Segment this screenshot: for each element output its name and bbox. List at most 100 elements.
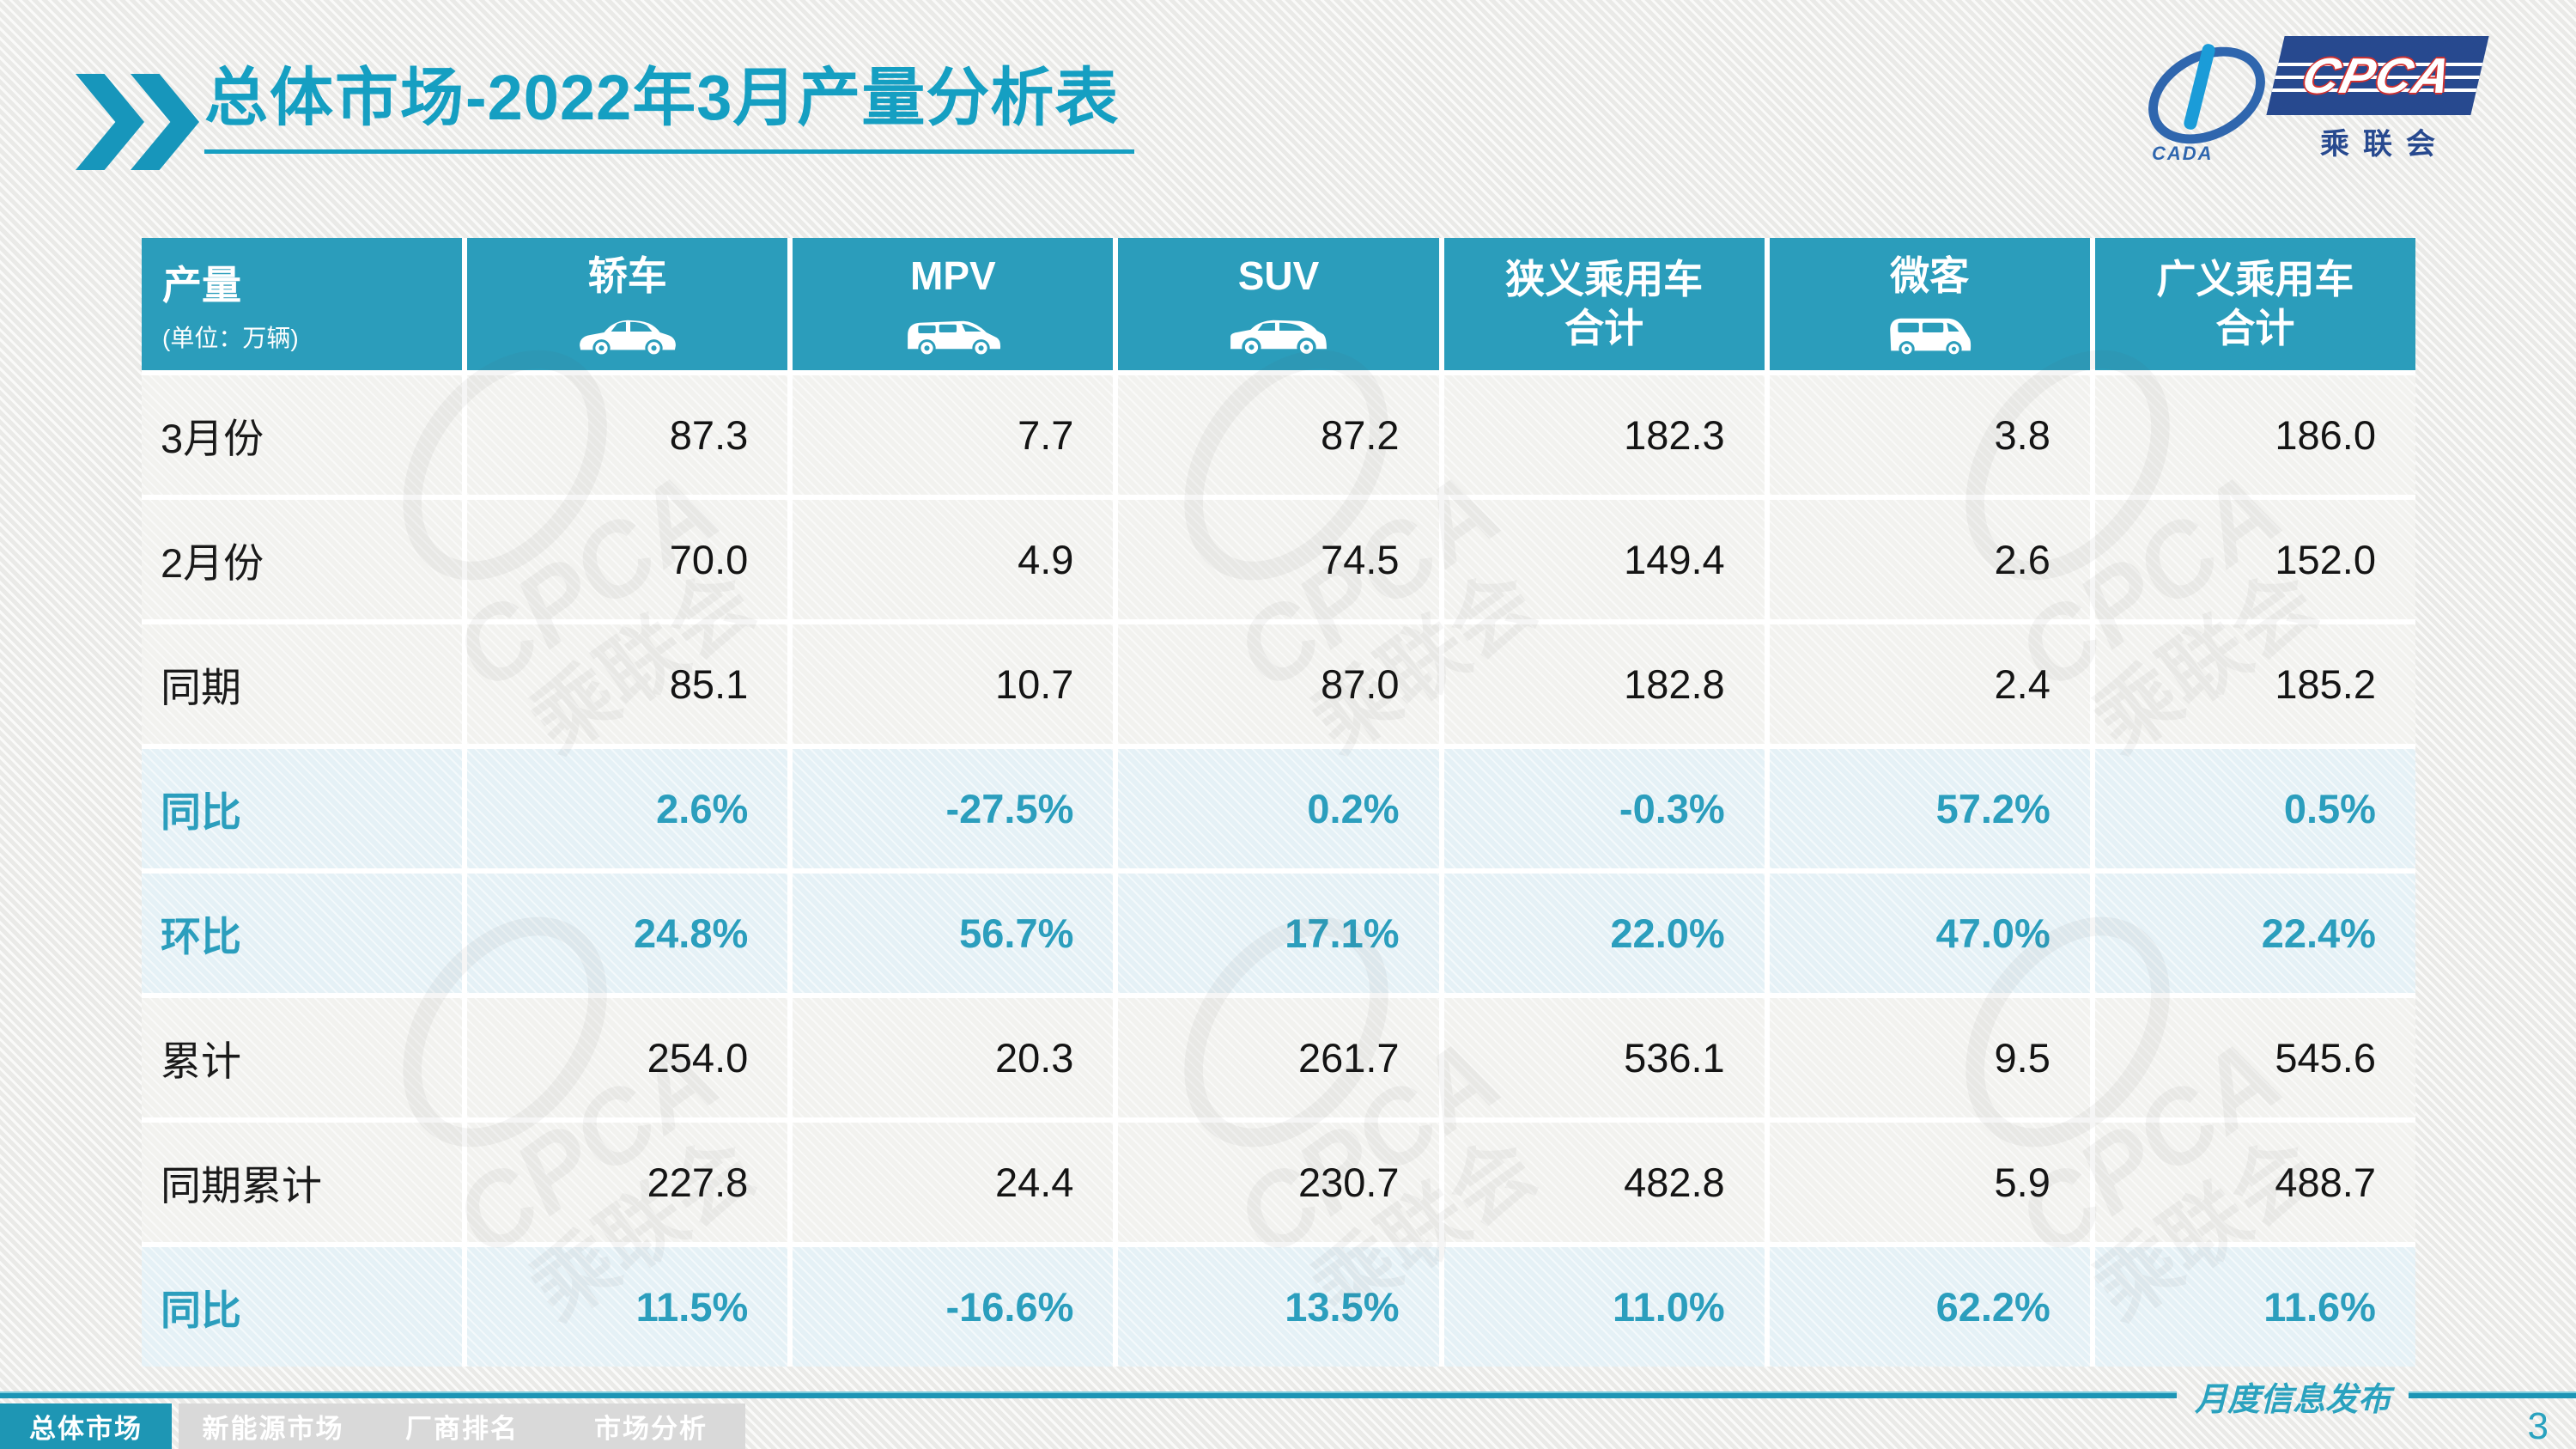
table-cell: 182.3 [1443,375,1765,495]
table-cell: 152.0 [2094,500,2415,619]
page-title-rest: -2022年3月产量分析表 [465,62,1120,133]
table-cell: 149.4 [1443,500,1765,619]
header-narrow-pv-cell: 狭义乘用车 合计 [1443,238,1765,370]
table-cell: 87.0 [1118,624,1439,744]
table-cell: 70.0 [467,500,788,619]
table-cell: 17.1% [1118,874,1439,993]
table-cell: 230.7 [1118,1123,1439,1242]
table-cell: -16.6% [793,1247,1114,1367]
page-number: 3 [2527,1405,2549,1447]
table-cell: 545.6 [2094,998,2415,1117]
row-label: 环比 [142,874,463,993]
table-cell: 62.2% [1769,1247,2090,1367]
production-label: 产量 [162,263,241,307]
table-cell: 22.0% [1443,874,1765,993]
table-cell: 0.2% [1118,749,1439,868]
table-cell: 182.8 [1443,624,1765,744]
unit-label: (单位：万辆) [162,325,299,351]
table-cell: 5.9 [1769,1123,2090,1242]
table-cell: 186.0 [2094,375,2415,495]
microvan-icon [1890,318,1971,356]
header-sedan-cell: 轿车 [467,238,788,370]
table-cell: 56.7% [793,874,1114,993]
column-label-line2: 合计 [1564,306,1644,350]
production-table: 产量 (单位：万辆) 轿车 MPV [142,238,2415,1367]
table-cell: 9.5 [1769,998,2090,1117]
header-suv-cell: SUV [1118,238,1439,370]
row-label: 同期 [142,624,463,744]
table-cell: 20.3 [793,998,1114,1117]
table-cell: 24.8% [467,874,788,993]
tab-overall-market[interactable]: 总体市场 [0,1403,172,1449]
table-cell: 482.8 [1443,1123,1765,1242]
tab-oem-ranking[interactable]: 厂商排名 [368,1403,556,1449]
header-mpv-cell: MPV [793,238,1114,370]
cpca-logo: CADA CPCA 乘联会 [2131,27,2500,174]
footer-divider-line [2409,1391,2576,1398]
row-label: 3月份 [142,375,463,495]
table-cell: 87.3 [467,375,788,495]
table-cell: 57.2% [1769,749,2090,868]
column-label: 微客 [1890,253,1970,299]
table-cell: 11.6% [2094,1247,2415,1367]
column-label: SUV [1237,253,1320,299]
row-label: 同期累计 [142,1123,463,1242]
cada-text: CADA [2152,143,2214,164]
cpca-text: CPCA [2297,47,2458,104]
cpca-logo-flag-block: CPCA 乘联会 [2266,36,2489,162]
table-cell: 7.7 [793,375,1114,495]
sedan-icon [579,320,676,356]
tab-nev-market[interactable]: 新能源市场 [179,1403,368,1449]
cpca-flag-icon: CPCA [2266,36,2489,115]
table-cell: 0.5% [2094,749,2415,868]
table-cell: 261.7 [1118,998,1439,1117]
table-cell: 74.5 [1118,500,1439,619]
suv-icon [1230,320,1327,356]
table-cell: 85.1 [467,624,788,744]
row-label: 同比 [142,749,463,868]
table-cell: 2.6 [1769,500,2090,619]
column-label-line1: 广义乘用车 [2156,256,2354,301]
column-label-line2: 合计 [2215,306,2295,350]
column-label-line1: 狭义乘用车 [1505,256,1704,301]
table-cell: 488.7 [2094,1123,2415,1242]
column-label: 狭义乘用车 合计 [1505,255,1703,354]
row-label: 2月份 [142,500,463,619]
table-cell: 22.4% [2094,874,2415,993]
table-cell: 24.4 [793,1123,1114,1242]
footer-divider-line [0,1391,2177,1398]
table-cell: 10.7 [793,624,1114,744]
table-cell: 2.6% [467,749,788,868]
column-label: 广义乘用车 合计 [2156,255,2354,354]
column-label: MPV [910,253,996,299]
table-cell: 4.9 [793,500,1114,619]
table-cell: 11.0% [1443,1247,1765,1367]
header-microvan-cell: 微客 [1769,238,2090,370]
chenglianhui-text: 乘联会 [2320,128,2449,161]
header-production-cell: 产量 (单位：万辆) [142,238,463,370]
mpv-icon [907,320,1000,356]
table-cell: 47.0% [1769,874,2090,993]
header-broad-pv-cell: 广义乘用车 合计 [2094,238,2415,370]
row-label: 同比 [142,1247,463,1367]
table-cell: 13.5% [1118,1247,1439,1367]
table-cell: 536.1 [1443,998,1765,1117]
table-cell: 87.2 [1118,375,1439,495]
table-cell: 185.2 [2094,624,2415,744]
footer-nav: 总体市场 新能源市场 厂商排名 市场分析 [0,1403,745,1449]
page-title-main: 总体市场 [204,62,465,133]
table-cell: -27.5% [793,749,1114,868]
table-cell: 11.5% [467,1247,788,1367]
table-cell: -0.3% [1443,749,1765,868]
column-label: 轿车 [587,253,667,299]
page-title: 总体市场-2022年3月产量分析表 [204,55,1135,154]
table-cell: 2.4 [1769,624,2090,744]
table-cell: 227.8 [467,1123,788,1242]
row-label: 累计 [142,998,463,1117]
monthly-release-label: 月度信息发布 [2194,1379,2391,1418]
double-chevron-icon [76,74,213,170]
cada-logo-icon: CADA [2131,27,2282,165]
tab-market-analysis[interactable]: 市场分析 [556,1403,745,1449]
table-cell: 254.0 [467,998,788,1117]
